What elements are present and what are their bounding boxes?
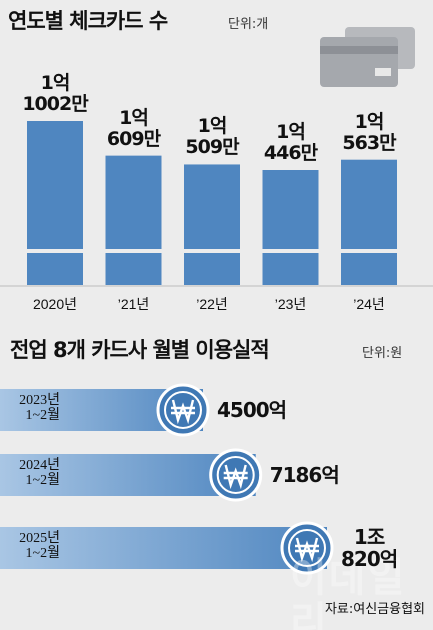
- bar: [27, 121, 83, 285]
- x-tick-label: ’22년: [196, 296, 228, 312]
- x-tick-label: ’21년: [117, 296, 150, 312]
- value-label: 1억 509만: [185, 115, 239, 159]
- value-label: 1억 563만: [342, 110, 396, 154]
- bar: [262, 170, 319, 285]
- bar: [341, 159, 397, 285]
- y-tick-label: 2025년 1~2월: [19, 531, 60, 562]
- coin-ring: [216, 456, 255, 494]
- x-tick-label: ’23년: [274, 296, 307, 312]
- coin-ring: [164, 391, 202, 429]
- bar: [184, 164, 240, 285]
- unit-label: 단위:개: [228, 17, 269, 32]
- y-tick-label: 2024년 1~2월: [19, 458, 60, 489]
- x-tick-label: 2020년: [32, 296, 78, 312]
- card-icon: [320, 27, 415, 87]
- value-label: 1억 609만: [106, 106, 161, 150]
- y-tick-label: 2023년 1~2월: [19, 393, 60, 424]
- watermark: 이데일리: [290, 555, 407, 630]
- chart-title: 연도별 체크카드 수: [8, 9, 168, 33]
- value-label: 4500억: [217, 398, 287, 422]
- unit-label: 단위:원: [362, 346, 403, 361]
- value-label: 7186억: [269, 463, 340, 487]
- source: 자료:여신금융협회: [324, 602, 425, 617]
- chart-title: 전업 8개 카드사 월별 이용실적: [10, 338, 270, 362]
- value-label: 1억 446만: [263, 121, 318, 164]
- value-label: 1조 820억: [341, 525, 398, 571]
- bar: [0, 527, 327, 569]
- value-label: 1억 1002만: [22, 72, 88, 115]
- won-symbol: [295, 537, 319, 563]
- won-symbol: [171, 399, 195, 425]
- axis-break: [0, 249, 433, 253]
- x-tick-label: ’24년: [353, 296, 385, 312]
- won-symbol: [223, 464, 248, 490]
- coin-ring: [288, 529, 326, 567]
- bar: [105, 155, 162, 285]
